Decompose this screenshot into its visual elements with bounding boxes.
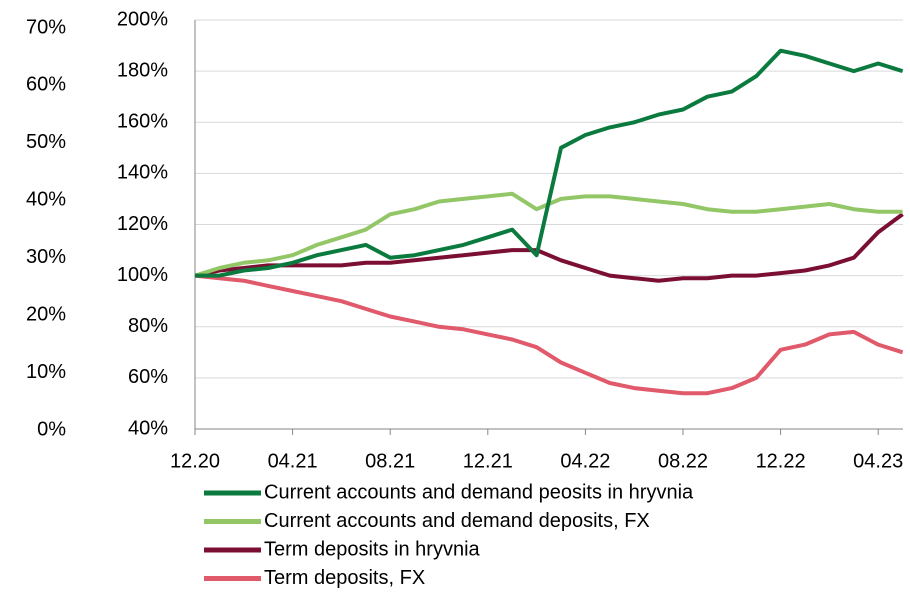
legend-label: Current accounts and demand peosits in h…	[264, 481, 694, 503]
y2-tick-label: 20%	[26, 303, 66, 325]
y-tick-label: 160%	[117, 111, 168, 133]
y2-tick-label: 0%	[37, 418, 66, 440]
x-tick-label: 12.22	[756, 450, 806, 472]
y2-tick-label: 30%	[26, 246, 66, 268]
y-tick-label: 140%	[117, 162, 168, 184]
y2-tick-label: 10%	[26, 361, 66, 383]
y2-tick-label: 40%	[26, 189, 66, 211]
legend-label: Term deposits in hryvnia	[264, 538, 481, 560]
y-tick-label: 120%	[117, 213, 168, 235]
y-tick-label: 180%	[117, 59, 168, 81]
x-tick-label: 12.21	[463, 450, 513, 472]
x-tick-label: 08.22	[658, 450, 708, 472]
y2-tick-label: 60%	[26, 74, 66, 96]
y-tick-label: 200%	[117, 8, 168, 30]
y2-tick-label: 70%	[26, 16, 66, 38]
series-line	[194, 273, 904, 396]
y-tick-label: 40%	[128, 417, 168, 439]
x-tick-label: 08.21	[365, 450, 415, 472]
legend-label: Current accounts and demand deposits, FX	[264, 510, 650, 532]
y2-tick-label: 50%	[26, 131, 66, 153]
x-tick-label: 12.20	[170, 450, 220, 472]
y-tick-label: 80%	[128, 315, 168, 337]
series-line	[195, 48, 904, 278]
y-tick-label: 100%	[117, 264, 168, 286]
y-tick-label: 60%	[128, 366, 168, 388]
x-tick-label: 04.22	[560, 450, 610, 472]
x-tick-label: 04.21	[268, 450, 318, 472]
series-line	[194, 212, 904, 283]
legend-label: Term deposits, FX	[264, 567, 425, 589]
x-tick-label: 04.23	[853, 450, 903, 472]
